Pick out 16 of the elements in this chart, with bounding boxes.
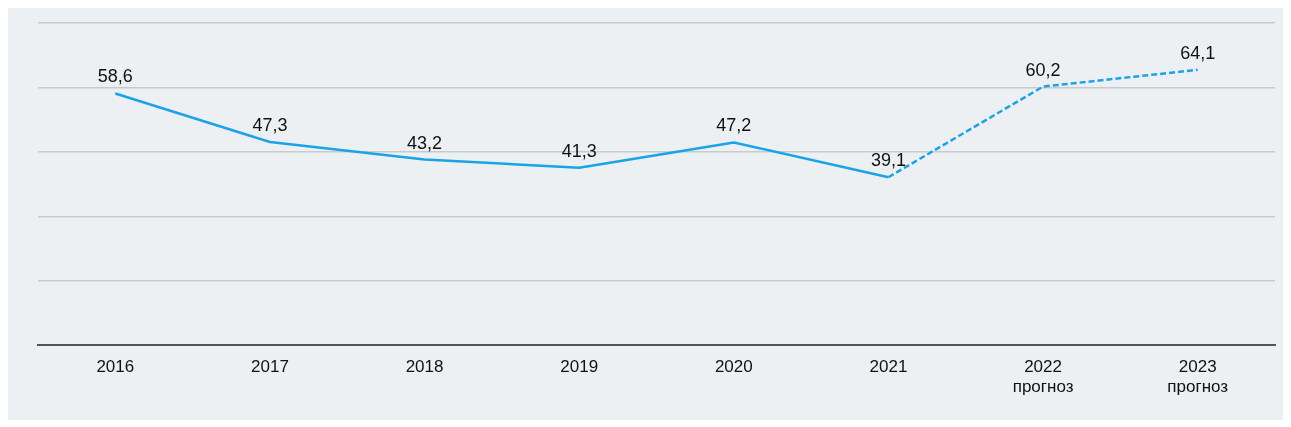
data-label: 60,2 [1025, 59, 1061, 80]
data-label: 41,3 [561, 140, 597, 161]
data-label: 47,3 [252, 114, 288, 135]
x-tick-label: 2021 [869, 357, 908, 377]
x-tick-label: 2019 [560, 357, 599, 377]
x-tick-label: 2022 прогноз [1012, 357, 1074, 397]
x-tick-label: 2017 [251, 357, 289, 377]
x-tick-label: 2020 [714, 357, 753, 377]
data-label: 47,2 [716, 115, 752, 136]
data-label: 39,1 [870, 150, 906, 171]
x-tick-label: 2016 [96, 357, 135, 377]
x-tick-label: 2018 [405, 357, 444, 377]
x-tick-label: 2023 прогноз [1167, 357, 1229, 397]
data-label: 58,6 [97, 66, 133, 87]
data-label: 64,1 [1180, 42, 1216, 63]
data-label: 43,2 [407, 132, 443, 153]
